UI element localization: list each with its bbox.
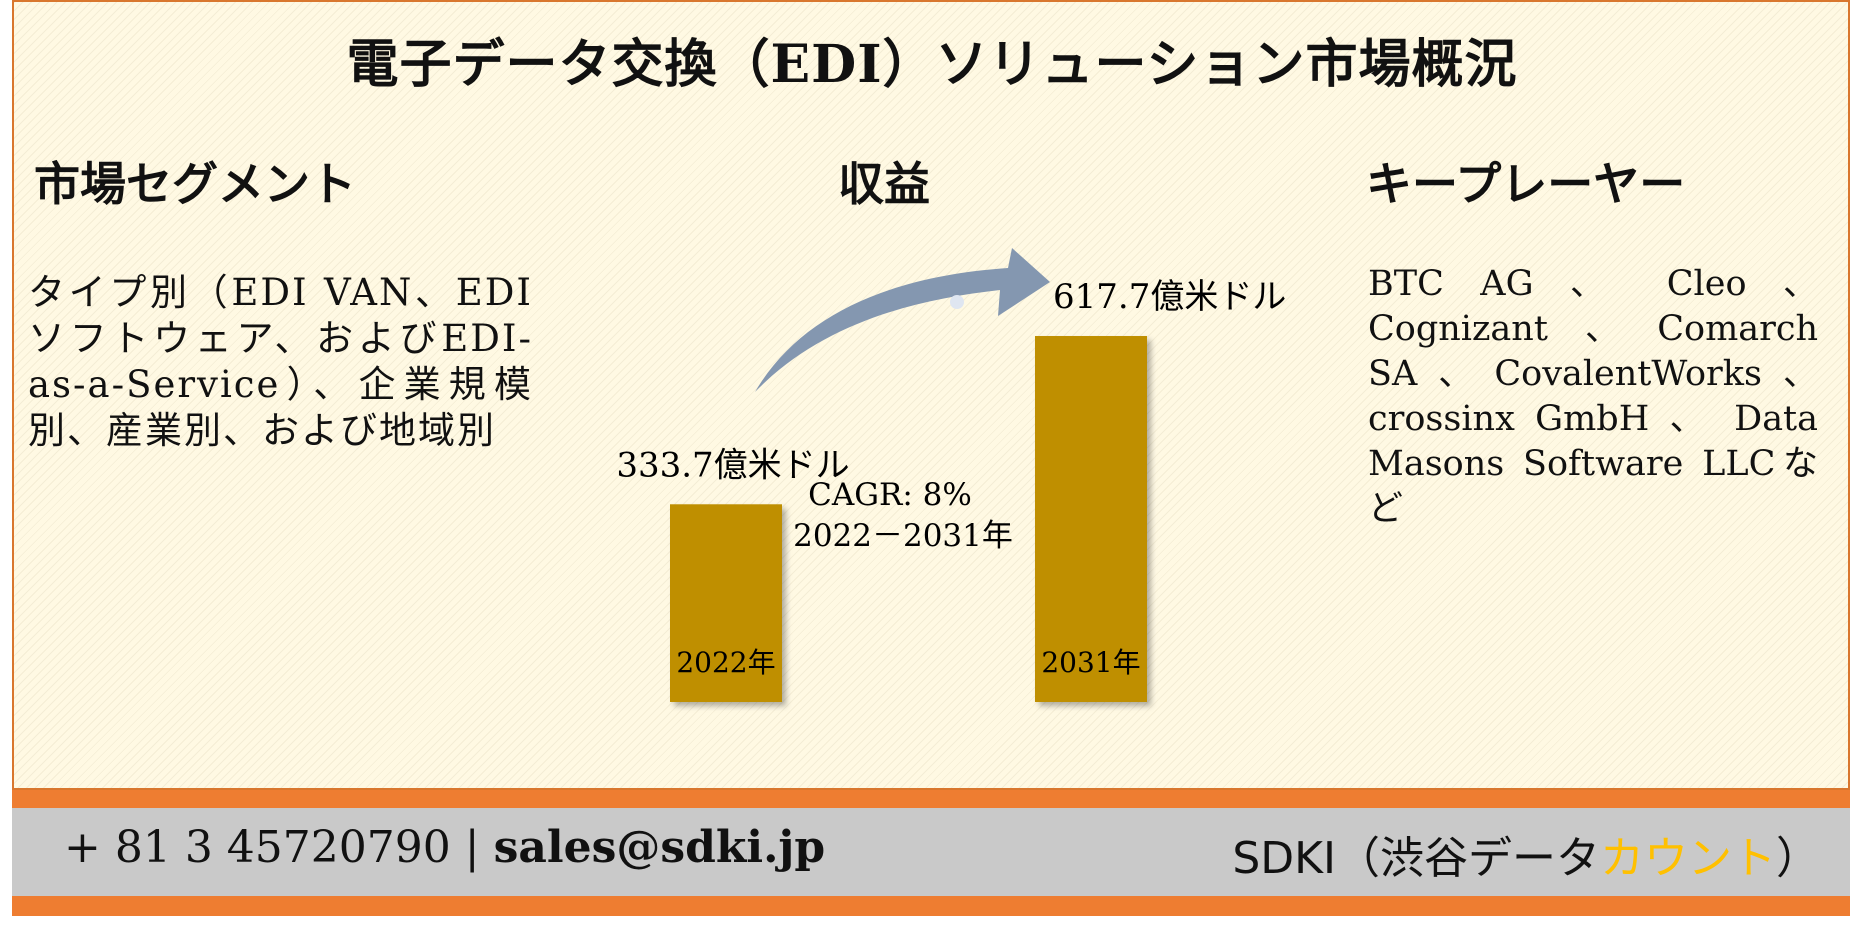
contact-info: + 81 3 45720790 | sales@sdki.jp — [64, 822, 825, 873]
segments-text: タイプ別（EDI VAN、EDIソフトウェア、およびEDI-as-a-Servi… — [28, 271, 533, 452]
revenue-heading: 収益 — [838, 157, 930, 211]
overview-panel — [12, 0, 1850, 790]
segments-heading: 市場セグメント — [34, 157, 356, 211]
revenue-chart: 2022年 333.7億米ドル 2031年 617.7億米ドル CAGR: 8% 20… — [616, 248, 1286, 702]
players-heading: キープレーヤー — [1366, 157, 1686, 211]
bar-0 — [670, 504, 782, 702]
page-title: 電子データ交換（EDI）ソリューション市場概況 — [346, 34, 1518, 95]
cagr-label: CAGR: 8% — [808, 477, 972, 513]
email-link[interactable]: sales@sdki.jp — [493, 822, 826, 873]
players-text: BTC AG 、 Cleo 、Cognizant、Comarch SA、Cova… — [1368, 264, 1818, 529]
arrow-dot — [950, 295, 964, 309]
bar-category-label: 2031年 — [1041, 646, 1140, 679]
contact-bar: + 81 3 45720790 | sales@sdki.jp SDKI（渋谷デ… — [12, 808, 1850, 896]
brand-name: SDKI（渋谷データカウント） — [1232, 822, 1820, 886]
bar-category-label: 2022年 — [676, 646, 775, 679]
growth-arrow — [755, 248, 1050, 392]
footer: + 81 3 45720790 | sales@sdki.jp SDKI（渋谷デ… — [12, 790, 1850, 916]
phone-number[interactable]: + 81 3 45720790 — [64, 822, 451, 873]
bar-value-label: 333.7億米ドル — [616, 445, 849, 485]
brand-main: SDKI（渋谷データ — [1232, 833, 1600, 884]
brand-accent: カウント — [1600, 833, 1776, 884]
brand-end: ） — [1776, 833, 1820, 884]
bar-value-label: 617.7億米ドル — [1053, 277, 1286, 317]
contact-separator: | — [464, 822, 480, 873]
cagr-period-label: 2022－2031年 — [793, 518, 1013, 554]
bar-1 — [1035, 336, 1147, 702]
